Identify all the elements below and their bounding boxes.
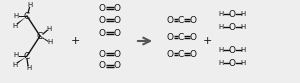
Text: O: O [98,62,106,70]
Text: O: O [98,49,106,59]
Polygon shape [16,17,26,24]
Text: H: H [47,39,52,45]
Text: H: H [12,23,18,29]
Text: O: O [190,49,196,59]
Text: H: H [14,52,19,58]
Text: O: O [167,49,173,59]
Text: H: H [240,60,246,66]
Text: O: O [229,45,236,55]
Text: O: O [98,16,106,24]
Text: +: + [202,36,212,46]
Text: H: H [240,24,246,30]
Text: H: H [240,11,246,17]
Text: C: C [24,51,30,61]
Text: O: O [113,49,121,59]
Text: O: O [190,33,196,42]
Text: C: C [24,12,30,21]
Text: O: O [113,62,121,70]
Text: O: O [167,33,173,42]
Text: C: C [178,33,184,42]
Text: H: H [12,62,18,68]
Text: H: H [240,47,246,53]
Text: C: C [178,49,184,59]
Text: H: H [14,13,19,19]
Text: H: H [26,65,32,71]
Text: O: O [229,59,236,67]
Text: H: H [27,2,33,8]
Text: C: C [37,32,43,41]
Polygon shape [16,57,26,63]
Text: +: + [70,36,80,46]
Text: H: H [218,11,224,17]
Text: H: H [218,60,224,66]
Text: O: O [229,22,236,32]
Text: O: O [113,16,121,24]
Text: H: H [218,24,224,30]
Text: O: O [113,3,121,13]
Text: O: O [167,16,173,24]
Text: O: O [229,9,236,19]
Text: C: C [178,16,184,24]
Text: H: H [218,47,224,53]
Text: H: H [46,26,52,32]
Text: O: O [98,28,106,38]
Text: O: O [190,16,196,24]
Text: O: O [98,3,106,13]
Text: O: O [113,28,121,38]
